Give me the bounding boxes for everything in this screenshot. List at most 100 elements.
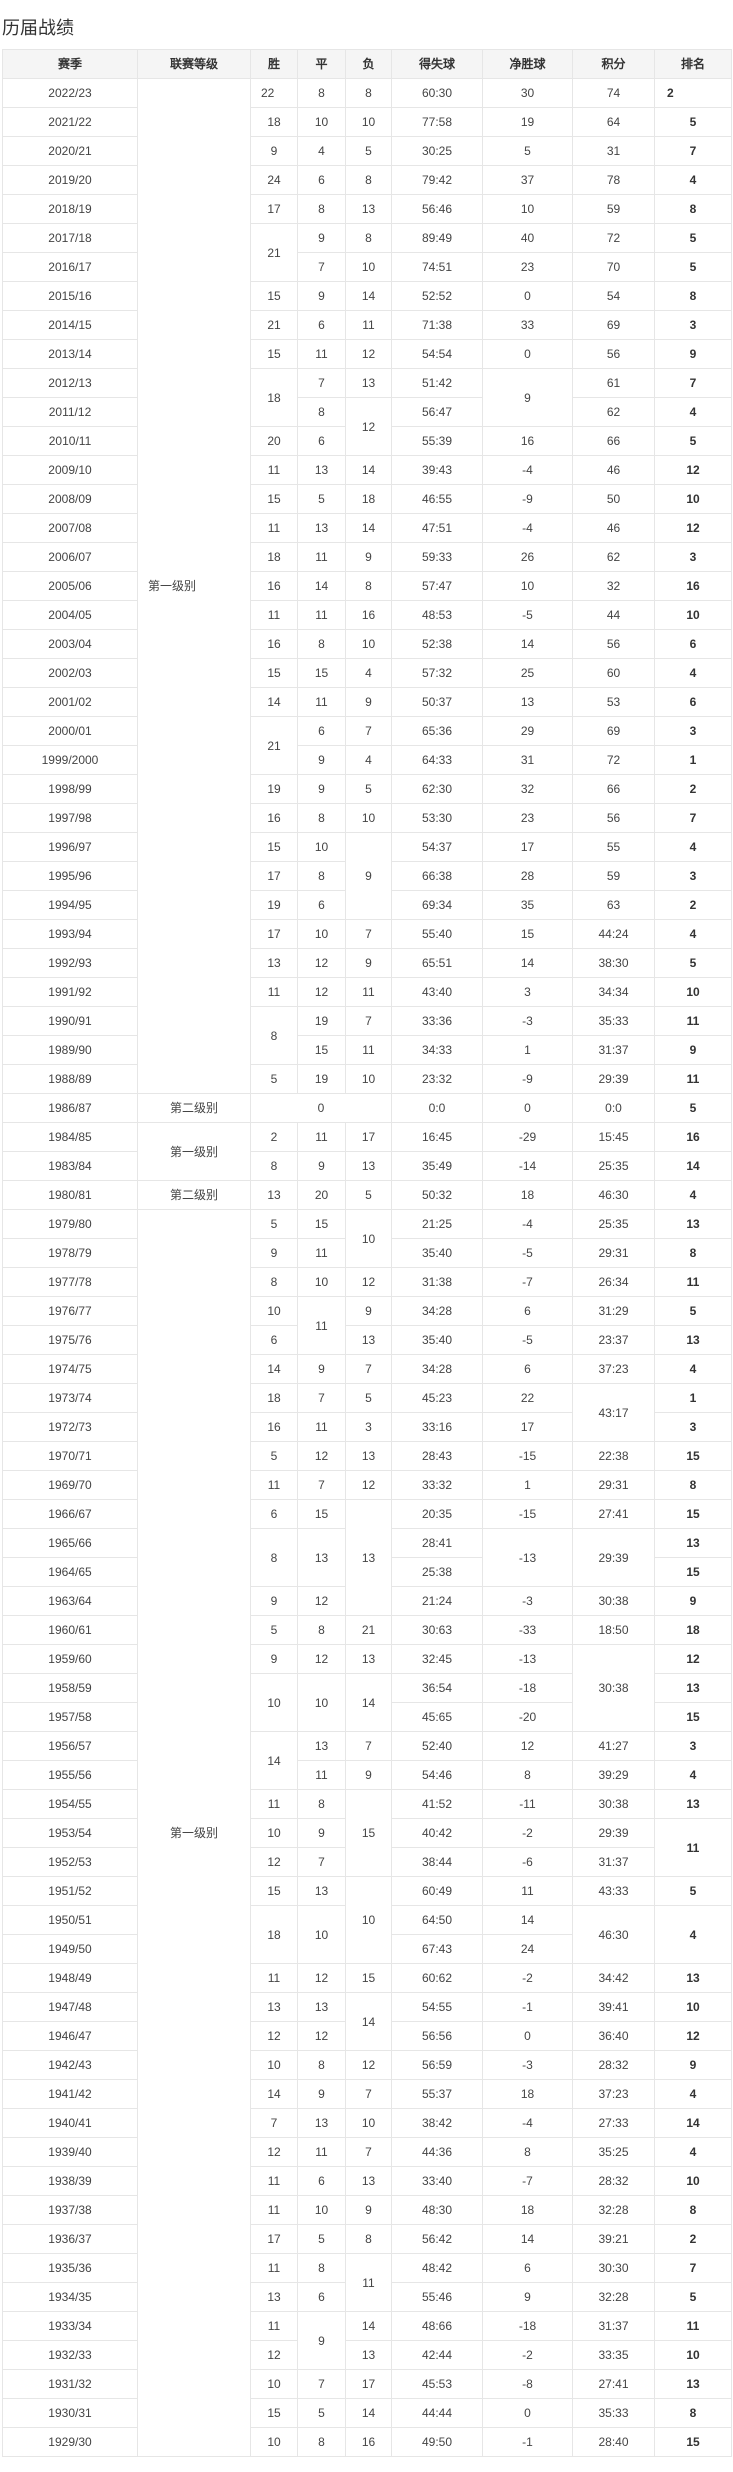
cell-season: 1977/78	[2, 1267, 138, 1297]
table-row: 2015/16 15 9 14 52:52 0 54 8	[2, 281, 732, 311]
cell-rank: 3	[654, 1412, 732, 1442]
cell-draws: 9	[297, 745, 346, 775]
cell-season: 1937/38	[2, 2195, 138, 2225]
cell-season: 2000/01	[2, 716, 138, 746]
cell-losses: 13	[345, 368, 392, 398]
table-row: 1929/30 10 8 16 49:50 -1 28:40 15	[2, 2427, 732, 2457]
cell-goals: 50:37	[391, 687, 483, 717]
cell-draws: 8	[297, 1615, 346, 1645]
cell-points: 27:33	[572, 2108, 655, 2138]
cell-goals: 44:36	[391, 2137, 483, 2167]
cell-points: 29:39	[572, 1818, 655, 1848]
cell-rank: 3	[654, 716, 732, 746]
cell-goals: 56:59	[391, 2050, 483, 2080]
cell-league-level: 第一级别	[137, 1209, 251, 2457]
cell-goal-difference: 6	[482, 2253, 573, 2283]
cell-wins: 16	[250, 1412, 298, 1442]
cell-rank: 11	[654, 1267, 732, 1297]
cell-draws: 11	[297, 2137, 346, 2167]
table-row: 1984/85 第一级别 2 11 17 16:45 -29 15:45 16	[2, 1122, 732, 1181]
cell-draws: 19	[297, 1064, 346, 1094]
cell-goals: 41:52	[391, 1789, 483, 1819]
cell-losses: 4	[345, 658, 392, 688]
cell-season: 1953/54	[2, 1818, 138, 1848]
cell-season: 1960/61	[2, 1615, 138, 1645]
cell-wins: 19	[250, 774, 298, 804]
cell-rank: 4	[654, 165, 732, 195]
table-row: 1963/64 9 12 21:24 -3 30:38 9	[2, 1586, 732, 1616]
table-row: 1990/91 8 19 7 33:36 -3 35:33 11	[2, 1006, 732, 1065]
cell-wins: 15	[250, 339, 298, 369]
cell-losses: 5	[345, 1383, 392, 1413]
cell-rank: 4	[654, 832, 732, 862]
cell-rank: 16	[654, 1122, 732, 1152]
cell-wins: 22	[250, 78, 298, 108]
cell-season: 1997/98	[2, 803, 138, 833]
cell-draws: 13	[297, 1876, 346, 1906]
cell-wins: 9	[250, 1238, 298, 1268]
cell-goals: 60:49	[391, 1876, 483, 1906]
cell-rank: 3	[654, 310, 732, 340]
cell-goal-difference: -33	[482, 1615, 573, 1645]
cell-rank: 10	[654, 600, 732, 630]
cell-goal-difference: 6	[482, 1296, 573, 1326]
table-row: 1942/43 10 8 12 56:59 -3 28:32 9	[2, 2050, 732, 2080]
cell-points: 62	[572, 397, 655, 427]
cell-goals: 52:38	[391, 629, 483, 659]
cell-rank: 18	[654, 1615, 732, 1645]
cell-wins: 16	[250, 629, 298, 659]
cell-points: 72	[572, 745, 655, 775]
table-row: 2007/08 11 13 14 47:51 -4 46 12	[2, 513, 732, 543]
cell-rank: 1	[654, 1383, 732, 1413]
table-row: 1964/65 25:38 15	[2, 1557, 732, 1587]
cell-season: 2013/14	[2, 339, 138, 369]
cell-goals: 33:16	[391, 1412, 483, 1442]
cell-wins: 5	[250, 1064, 298, 1094]
cell-rank: 15	[654, 1557, 732, 1587]
cell-goal-difference: -4	[482, 513, 573, 543]
cell-goals: 30:25	[391, 136, 483, 166]
cell-goals: 71:38	[391, 310, 483, 340]
cell-season: 1941/42	[2, 2079, 138, 2109]
cell-rank: 15	[654, 1441, 732, 1471]
cell-rank: 16	[654, 571, 732, 601]
column-header-season: 赛季	[2, 49, 138, 79]
cell-draws: 8	[297, 397, 346, 427]
cell-wins: 7	[250, 2108, 298, 2138]
cell-goals: 55:37	[391, 2079, 483, 2109]
cell-wins: 17	[250, 194, 298, 224]
cell-goal-difference: 18	[482, 2079, 573, 2109]
cell-goal-difference: -2	[482, 1963, 573, 1993]
cell-rank: 13	[654, 2369, 732, 2399]
cell-goal-difference: -5	[482, 600, 573, 630]
table-row: 1948/49 11 12 15 60:62 -2 34:42 13	[2, 1963, 732, 1993]
cell-season: 2021/22	[2, 107, 138, 137]
cell-losses: 13	[345, 194, 392, 224]
cell-wins: 24	[250, 165, 298, 195]
cell-draws: 9	[297, 223, 346, 253]
table-row: 1953/54 10 9 40:42 -2 29:39 11	[2, 1818, 732, 1877]
cell-goals: 34:28	[391, 1296, 483, 1326]
cell-goal-difference: 11	[482, 1876, 573, 1906]
cell-losses: 10	[345, 2108, 392, 2138]
cell-points: 32:28	[572, 2195, 655, 2225]
cell-losses: 8	[345, 78, 392, 108]
cell-goals: 48:53	[391, 600, 483, 630]
table-row: 1975/76 6 13 35:40 -5 23:37 13	[2, 1325, 732, 1355]
cell-wins: 5	[250, 1441, 298, 1471]
cell-rank: 7	[654, 368, 732, 398]
cell-losses: 11	[345, 1035, 392, 1065]
cell-losses: 14	[345, 513, 392, 543]
table-row: 1979/80 第一级别 5 15 10 21:25 -4 25:35 13	[2, 1209, 732, 2457]
cell-rank: 8	[654, 2398, 732, 2428]
cell-draws: 11	[297, 1122, 346, 1152]
cell-rank: 5	[654, 948, 732, 978]
cell-rank: 5	[654, 223, 732, 253]
cell-wins: 17	[250, 919, 298, 949]
cell-points: 60	[572, 658, 655, 688]
cell-goals: 33:32	[391, 1470, 483, 1500]
cell-goals: 56:56	[391, 2021, 483, 2051]
cell-rank: 4	[654, 658, 732, 688]
cell-season: 1978/79	[2, 1238, 138, 1268]
table-row: 1977/78 8 10 12 31:38 -7 26:34 11	[2, 1267, 732, 1297]
